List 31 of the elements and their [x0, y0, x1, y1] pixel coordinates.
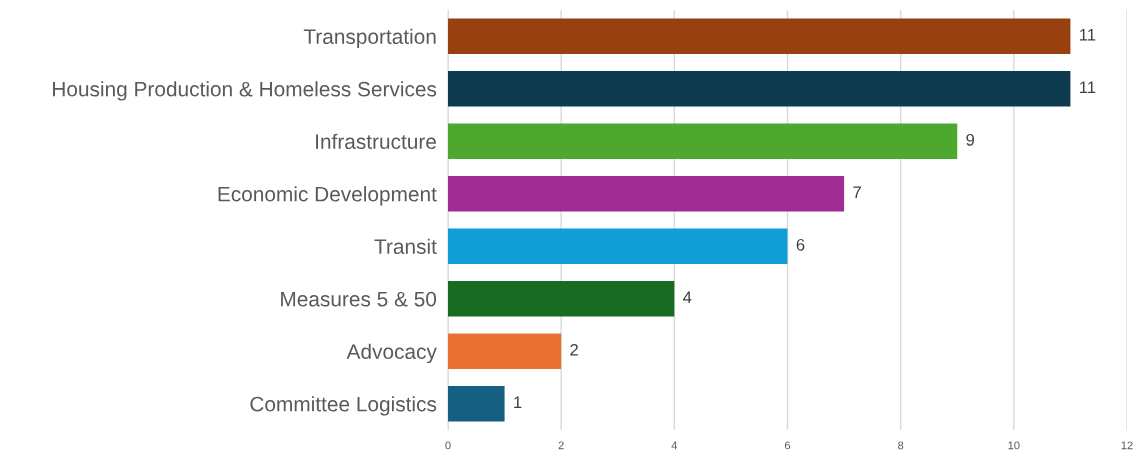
y-tick-label: Transportation [303, 28, 436, 49]
bar [448, 228, 788, 265]
y-tick-label: Economic Development [218, 186, 437, 206]
data-label: 11 [1080, 81, 1096, 94]
y-tick-label: Advocacy [346, 343, 437, 364]
bar [448, 333, 562, 370]
y-tick-label: Measures 5 & 50 [281, 291, 437, 307]
x-tick-label: 2 [558, 441, 564, 450]
bar [448, 123, 958, 160]
y-tick-label: Transit [374, 238, 437, 254]
data-label: 6 [796, 238, 805, 251]
data-label: 11 [1080, 29, 1096, 41]
data-label: 1 [514, 396, 522, 409]
x-tick-label: 4 [671, 441, 678, 450]
data-label: 4 [683, 291, 692, 304]
bar [448, 385, 505, 422]
data-label: 9 [966, 133, 975, 146]
bar [448, 70, 1071, 107]
x-tick-label: 8 [898, 441, 904, 450]
x-tick-label: 10 [1008, 441, 1020, 450]
x-tick-label: 12 [1121, 441, 1133, 450]
x-tick-label: 6 [784, 441, 791, 450]
bar [448, 175, 845, 212]
x-tick-label: 0 [445, 441, 451, 450]
bar [448, 18, 1071, 55]
y-tick-label: Committee Logistics [250, 396, 437, 416]
bar [448, 280, 675, 317]
data-label: 2 [570, 343, 578, 356]
data-label: 7 [853, 186, 861, 199]
y-tick-label: Infrastructure [316, 133, 436, 149]
y-tick-label: Housing Production & Homeless Services [53, 81, 437, 101]
